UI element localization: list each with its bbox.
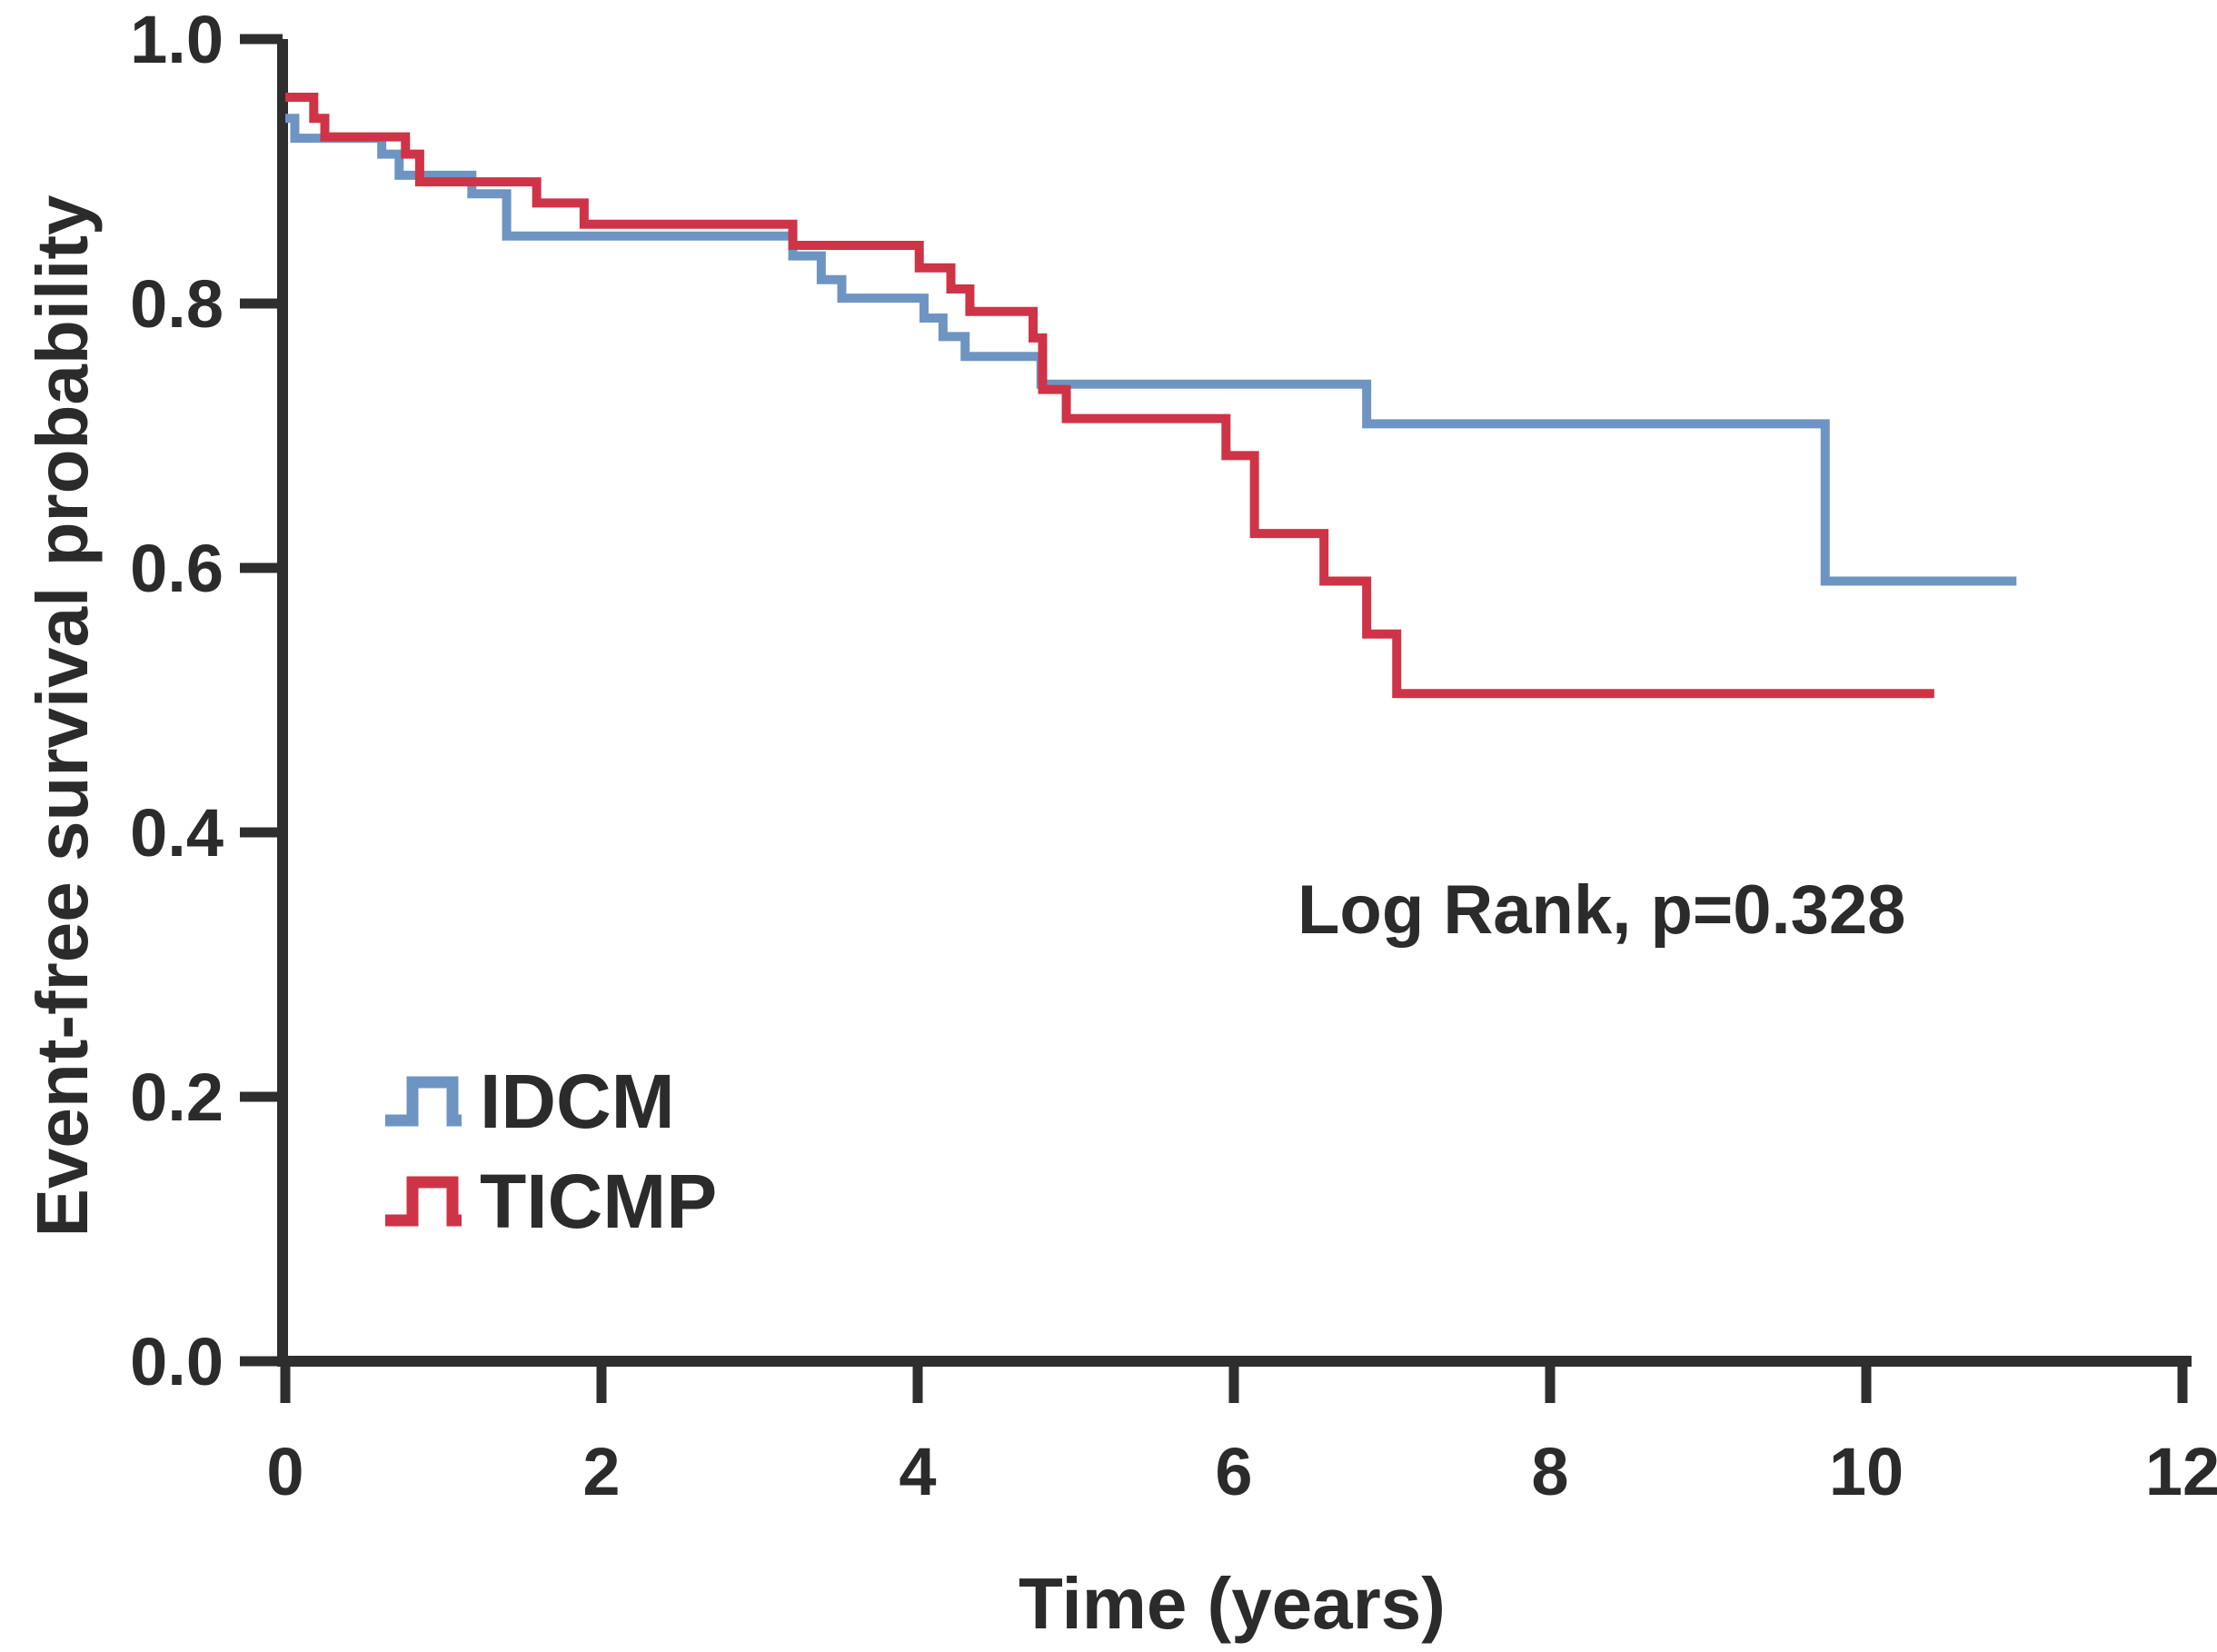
x-tick-label: 4 xyxy=(899,1434,936,1509)
y-tick-label: 0.8 xyxy=(130,266,224,342)
survival-curve-idcm xyxy=(285,114,2017,586)
axis-tick-labels: 0 2 4 6 8 10 12 0.0 0.2 0.4 0.6 0.8 1.0 xyxy=(130,2,2217,1509)
legend: IDCM TICMP xyxy=(385,1059,717,1244)
x-tick-label: 12 xyxy=(2145,1434,2217,1509)
logrank-annotation: Log Rank, p=0.328 xyxy=(1297,871,1905,949)
x-tick-label: 10 xyxy=(1829,1434,1904,1509)
y-tick-label: 0.6 xyxy=(130,531,224,606)
legend-step-glyph-ticmp xyxy=(385,1176,462,1227)
legend-step-glyph-idcm xyxy=(385,1076,462,1127)
survival-curves xyxy=(285,93,2017,699)
y-tick-label: 1.0 xyxy=(130,2,224,77)
y-tick-label: 0.0 xyxy=(130,1324,224,1399)
y-axis-title: Event-free survival probability xyxy=(22,194,103,1238)
x-tick-label: 6 xyxy=(1215,1434,1252,1509)
x-tick-label: 0 xyxy=(266,1434,303,1509)
legend-label-idcm: IDCM xyxy=(480,1059,675,1144)
y-tick-label: 0.2 xyxy=(130,1060,224,1135)
survival-curve-ticmp xyxy=(285,93,1934,699)
axis-ticks xyxy=(240,34,2188,1403)
x-tick-label: 2 xyxy=(582,1434,620,1509)
legend-label-ticmp: TICMP xyxy=(480,1159,717,1244)
x-tick-label: 8 xyxy=(1531,1434,1568,1509)
x-axis-title: Time (years) xyxy=(1019,1563,1446,1644)
y-tick-label: 0.4 xyxy=(130,795,224,871)
